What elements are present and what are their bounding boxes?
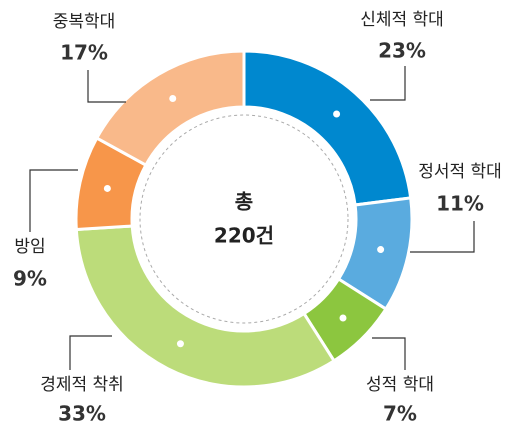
leader-line (372, 337, 406, 370)
category-label: 신체적 학대 (360, 10, 444, 30)
wedge-dot (339, 314, 347, 322)
value-label: 11% (436, 192, 484, 216)
total-label: 총 (235, 190, 253, 214)
leader-line (87, 70, 126, 103)
wedge-dot (333, 110, 341, 118)
labels: 신체적 학대 23% 정서적 학대 11% 성적 학대 7% 경제적 착취 33% 방임 9% 중복… (13, 10, 502, 426)
leader-line (69, 335, 112, 370)
category-label: 성적 학대 (366, 375, 434, 395)
wedge (94, 49, 246, 168)
wedge-dot (169, 94, 177, 102)
leader-line (370, 66, 406, 101)
donut (74, 49, 414, 389)
wedge-dot (103, 184, 111, 192)
category-label: 정서적 학대 (418, 162, 502, 182)
category-label: 경제적 착취 (40, 375, 124, 395)
value-label: 9% (13, 267, 47, 291)
value-label: 17% (60, 41, 108, 65)
wedge-dot (176, 340, 184, 348)
category-label: 방임 (14, 237, 45, 257)
wedge (74, 224, 337, 389)
inner-ring (139, 114, 349, 324)
leader-line (410, 221, 475, 253)
value-label: 7% (383, 402, 417, 426)
wedge-dot (377, 246, 385, 254)
value-label: 23% (378, 39, 426, 63)
category-label: 중복학대 (53, 12, 116, 32)
value-label: 33% (58, 402, 106, 426)
leader-line (29, 169, 78, 232)
total-value: 220건 (214, 224, 274, 248)
wedge (242, 49, 413, 207)
